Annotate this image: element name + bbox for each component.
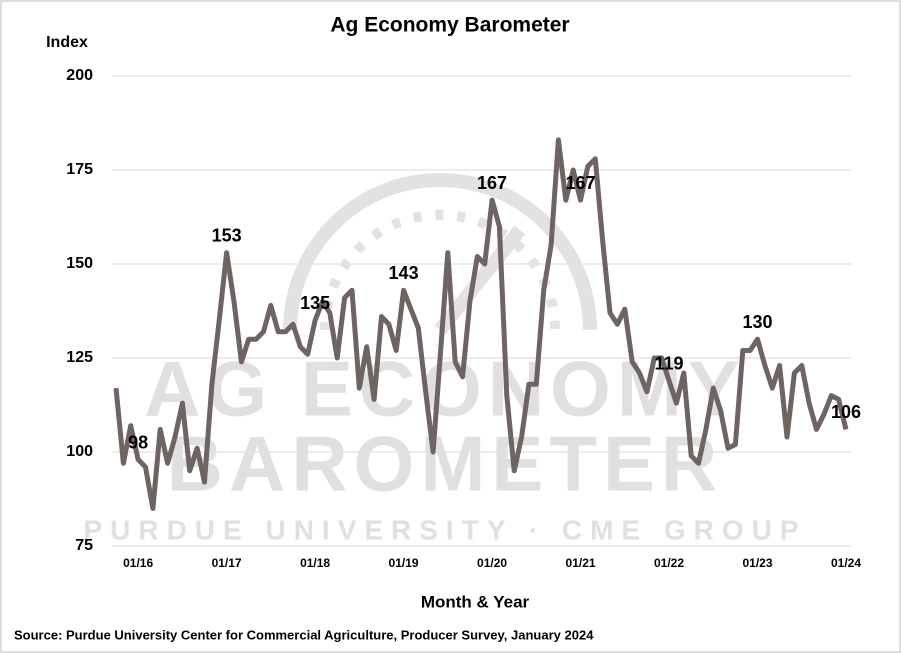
data-label: 98 <box>128 432 148 452</box>
y-tick-label: 175 <box>66 161 93 178</box>
x-axis-label: Month & Year <box>421 592 530 611</box>
y-axis-label: Index <box>46 34 88 51</box>
y-tick-label: 150 <box>66 255 93 272</box>
data-label: 153 <box>212 225 242 245</box>
data-label: 130 <box>742 312 772 332</box>
line <box>113 137 849 511</box>
x-tick-label: 01/22 <box>654 556 684 570</box>
data-label: 167 <box>566 173 596 193</box>
x-tick-label: 01/21 <box>566 556 596 570</box>
x-tick-label: 01/18 <box>300 556 330 570</box>
data-label: 167 <box>477 173 507 193</box>
watermark: BAROMETER <box>167 420 724 508</box>
x-tick-label: 01/24 <box>831 556 861 570</box>
y-tick-label: 200 <box>66 67 93 84</box>
y-tick-label: 125 <box>66 349 93 366</box>
chart-title: Ag Economy Barometer <box>330 14 569 37</box>
y-tick-label: 100 <box>66 443 93 460</box>
x-tick-label: 01/23 <box>742 556 772 570</box>
source: Source: Purdue University Center for Com… <box>14 627 594 642</box>
watermark: PURDUE UNIVERSITY · CME GROUP <box>83 514 806 545</box>
data-label: 143 <box>389 263 419 283</box>
data-label: 135 <box>300 293 330 313</box>
x-tick-label: 01/19 <box>389 556 419 570</box>
data-label: 106 <box>831 402 861 422</box>
data-label: 119 <box>655 353 684 373</box>
x-tick-label: 01/16 <box>123 556 153 570</box>
y-tick-label: 75 <box>75 537 93 554</box>
grid <box>112 75 852 547</box>
x-tick-label: 01/17 <box>212 556 242 570</box>
x-tick-label: 01/20 <box>477 556 507 570</box>
